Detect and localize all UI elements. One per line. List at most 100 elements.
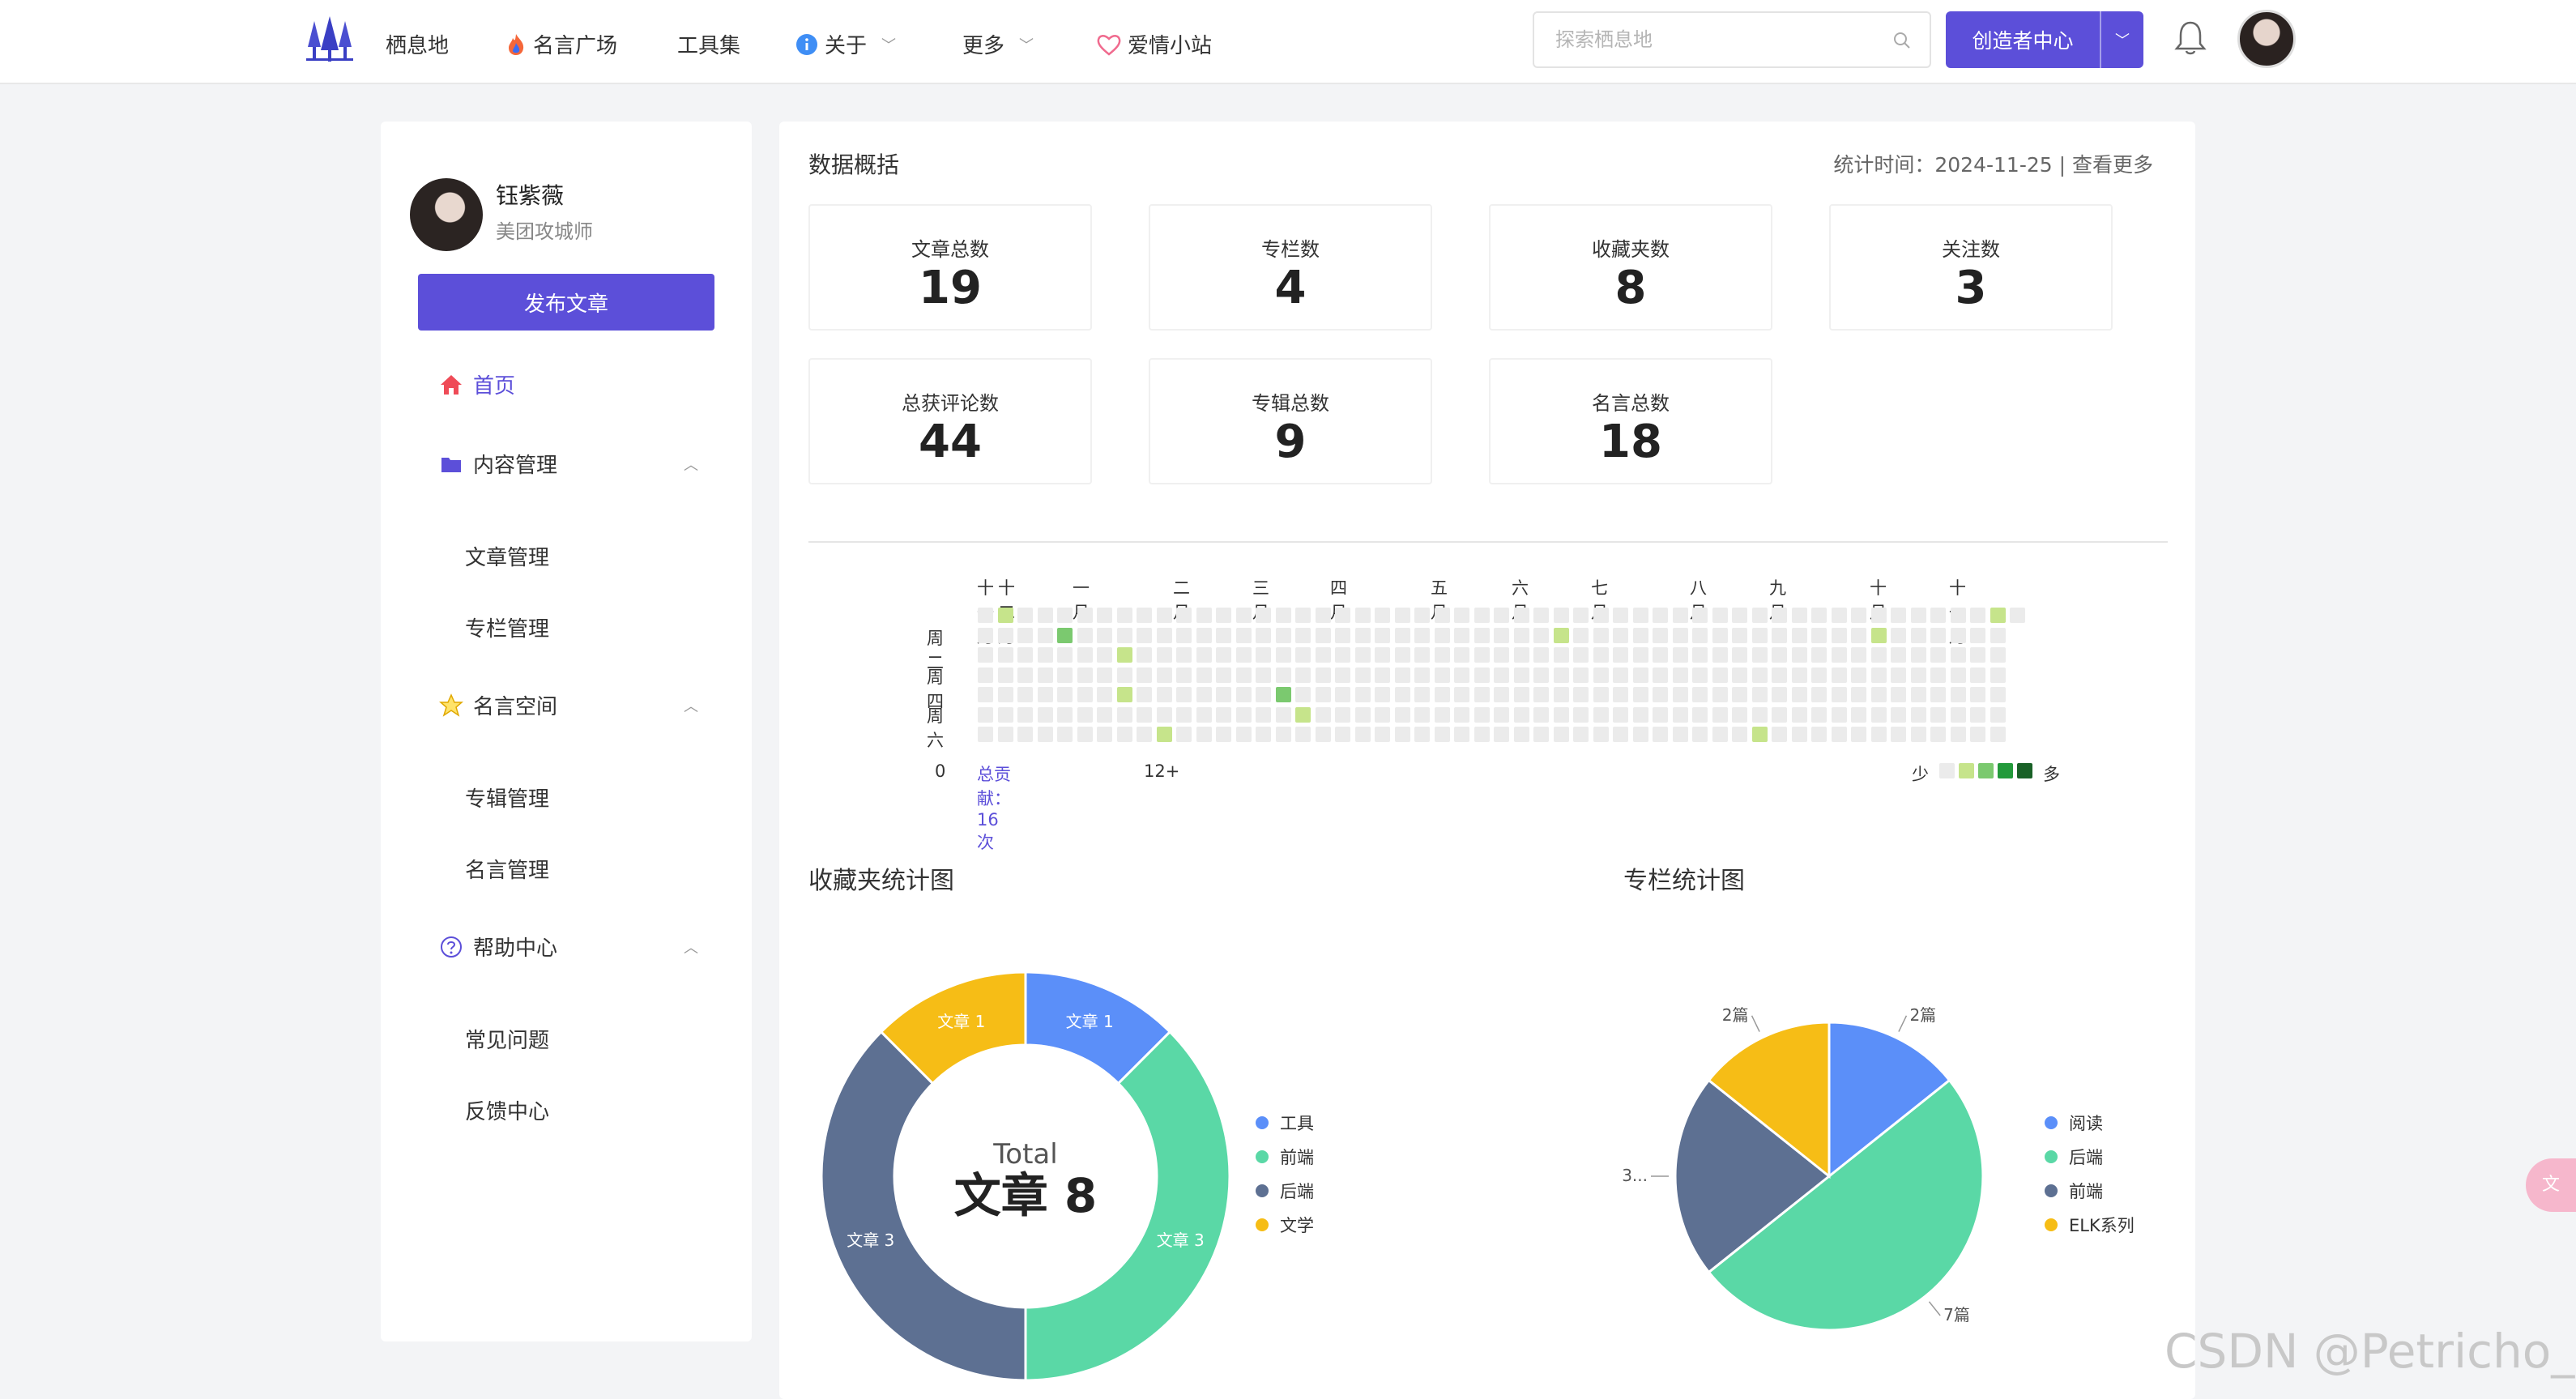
heatmap-cell[interactable] [1950,608,1966,623]
heatmap-cell[interactable] [1354,608,1371,623]
heatmap-cell[interactable] [1235,667,1252,683]
heatmap-cell[interactable] [1235,727,1252,742]
heatmap-cell[interactable] [1434,727,1450,742]
heatmap-cell[interactable] [1632,687,1648,702]
heatmap-cell[interactable] [1116,706,1132,723]
heatmap-cell[interactable] [1990,706,2006,723]
heatmap-cell[interactable] [1394,727,1410,742]
heatmap-cell[interactable] [978,608,993,623]
heatmap-cell[interactable] [1653,627,1668,643]
heatmap-cell[interactable] [1315,687,1331,702]
nav-love-station[interactable]: 爱情小站 [1097,29,1212,59]
heatmap-cell[interactable] [1653,608,1668,623]
heatmap-cell[interactable] [1097,647,1112,663]
heatmap-cell[interactable] [1533,706,1549,723]
heatmap-cell[interactable] [1613,706,1628,723]
heatmap-cell[interactable] [978,647,993,663]
heatmap-cell[interactable] [1275,727,1291,742]
heatmap-cell[interactable] [1474,647,1490,663]
heatmap-cell[interactable] [1930,706,1946,723]
heatmap-cell[interactable] [1672,647,1688,663]
heatmap-cell[interactable] [1394,627,1410,643]
heatmap-cell[interactable] [1732,727,1747,742]
heatmap-cell[interactable] [1573,706,1589,723]
heatmap-cell[interactable] [1454,647,1469,663]
heatmap-cell[interactable] [1970,667,1985,683]
heatmap-cell[interactable] [1573,727,1589,742]
heatmap-cell[interactable] [1692,627,1708,643]
heatmap-cell[interactable] [1513,608,1529,623]
heatmap-cell[interactable] [1474,727,1490,742]
heatmap-cell[interactable] [1613,647,1628,663]
heatmap-cell[interactable] [1910,667,1926,683]
heatmap-cell[interactable] [1751,706,1768,723]
heatmap-cell[interactable] [1930,667,1946,683]
heatmap-cell[interactable] [1772,608,1787,623]
heatmap-cell[interactable] [1077,627,1093,643]
heatmap-cell[interactable] [1891,667,1906,683]
heatmap-cell[interactable] [1990,667,2006,683]
heatmap-cell[interactable] [1196,727,1212,742]
heatmap-cell[interactable] [1851,687,1866,702]
heatmap-cell[interactable] [1196,667,1212,683]
heatmap-cell[interactable] [1891,727,1906,742]
heatmap-cell[interactable] [1553,706,1569,723]
heatmap-cell[interactable] [1176,727,1192,742]
heatmap-cell[interactable] [1335,608,1350,623]
heatmap-cell[interactable] [1772,706,1787,723]
heatmap-cell[interactable] [1533,608,1549,623]
heatmap-cell[interactable] [1573,608,1589,623]
heatmap-cell[interactable] [1454,706,1469,723]
heatmap-cell[interactable] [1156,706,1172,723]
nav-quotes-square[interactable]: 名言广场 [505,29,617,59]
heatmap-cell[interactable] [978,727,993,742]
sidebar-subitem-column-management[interactable]: 专栏管理 [465,617,550,642]
heatmap-cell[interactable] [1434,687,1450,702]
heatmap-cell[interactable] [1494,706,1509,723]
heatmap-cell[interactable] [1613,727,1628,742]
heatmap-cell[interactable] [1077,687,1093,702]
heatmap-cell[interactable] [1970,647,1985,663]
heatmap-cell[interactable] [1414,608,1430,623]
heatmap-cell[interactable] [1156,687,1172,702]
heatmap-cell[interactable] [1494,667,1509,683]
heatmap-cell[interactable] [1354,667,1371,683]
sidebar-item-quote-space[interactable]: 名言空间 ︿ [439,690,698,720]
heatmap-cell[interactable] [978,687,993,702]
heatmap-cell[interactable] [1474,627,1490,643]
heatmap-cell[interactable] [1632,727,1648,742]
heatmap-cell[interactable] [1454,667,1469,683]
heatmap-cell[interactable] [1772,687,1787,702]
heatmap-cell[interactable] [1851,727,1866,742]
heatmap-cell[interactable] [1811,647,1827,663]
heatmap-cell[interactable] [1335,627,1350,643]
heatmap-cell[interactable] [1137,667,1152,683]
heatmap-cell[interactable] [1692,706,1708,723]
heatmap-cell[interactable] [1811,667,1827,683]
heatmap-cell[interactable] [997,627,1013,643]
heatmap-cell[interactable] [1454,608,1469,623]
heatmap-cell[interactable] [1831,608,1847,623]
heatmap-cell[interactable] [1712,727,1728,742]
heatmap-cell[interactable] [1037,608,1053,623]
heatmap-cell[interactable] [1156,627,1172,643]
heatmap-cell[interactable] [1097,706,1112,723]
heatmap-cell[interactable] [1513,706,1529,723]
heatmap-cell[interactable] [1414,706,1430,723]
heatmap-cell[interactable] [1474,608,1490,623]
heatmap-cell[interactable] [997,647,1013,663]
heatmap-cell[interactable] [1375,627,1390,643]
heatmap-cell[interactable] [1315,627,1331,643]
heatmap-cell[interactable] [1553,647,1569,663]
heatmap-cell[interactable] [1593,727,1609,742]
heatmap-cell[interactable] [1593,627,1609,643]
heatmap-cell[interactable] [997,608,1013,623]
heatmap-cell[interactable] [1375,647,1390,663]
heatmap-cell[interactable] [1692,667,1708,683]
heatmap-cell[interactable] [1870,706,1887,723]
heatmap-cell[interactable] [1017,627,1033,643]
heatmap-cell[interactable] [1672,627,1688,643]
heatmap-cell[interactable] [1593,687,1609,702]
heatmap-cell[interactable] [1256,647,1271,663]
heatmap-cell[interactable] [1533,667,1549,683]
